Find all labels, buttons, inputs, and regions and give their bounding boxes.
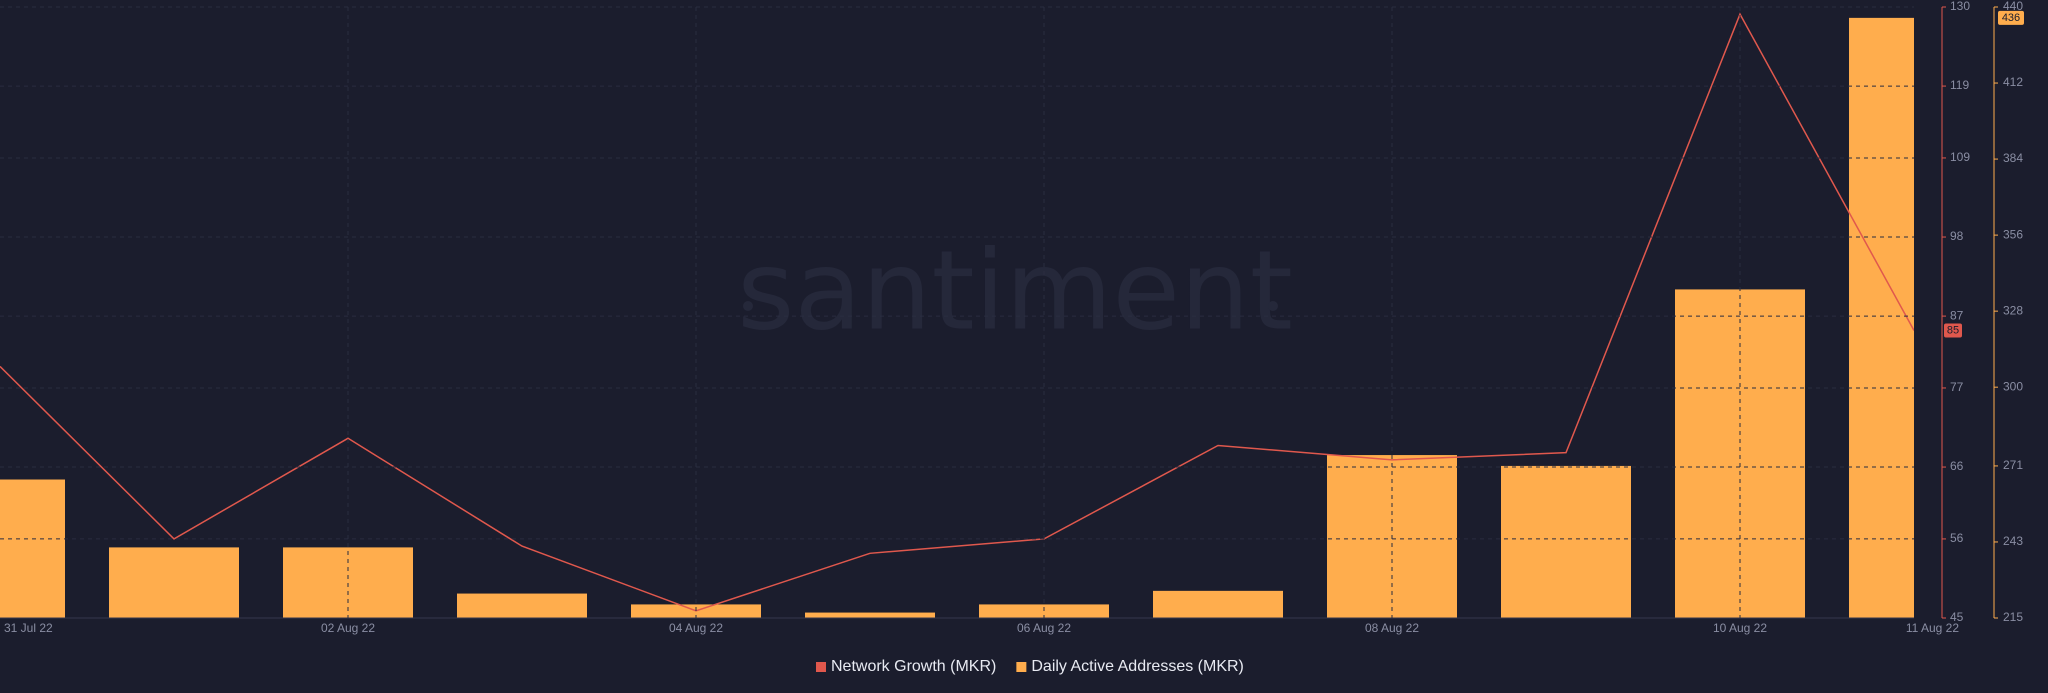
bar: [1153, 590, 1283, 618]
legend-label: Network Growth (MKR): [831, 658, 996, 675]
y-tick-label: 130: [1950, 0, 1970, 13]
y-tick-label: 56: [1950, 531, 1964, 545]
y2-tick-label: 215: [2003, 610, 2023, 624]
bar: [457, 593, 587, 618]
y-tick-label: 119: [1950, 78, 1969, 92]
y-tick-label: 45: [1950, 610, 1964, 624]
y2-tick-label: 243: [2003, 534, 2023, 548]
bar: [1849, 17, 1914, 618]
y2-tick-label: 440: [2003, 0, 2023, 13]
y2-tick-label: 356: [2003, 227, 2023, 241]
value-badge: [1998, 10, 2024, 25]
x-tick-label: 10 Aug 22: [1713, 621, 1767, 635]
legend-label: Daily Active Addresses (MKR): [1031, 658, 1244, 675]
plot: [0, 12, 1914, 618]
y2-tick-label: 300: [2003, 379, 2023, 393]
x-tick-label: 11 Aug 22: [1906, 621, 1959, 635]
watermark-dot: [743, 301, 753, 311]
y-tick-label: 109: [1950, 150, 1970, 164]
bar: [0, 479, 65, 618]
legend-swatch: [816, 662, 826, 672]
y2-tick-label: 412: [2003, 75, 2023, 89]
y-tick-label: 98: [1950, 229, 1964, 243]
y-tick-label: 77: [1950, 380, 1964, 394]
bar: [805, 612, 935, 618]
y2-tick-label: 271: [2003, 458, 2023, 472]
x-tick-label: 02 Aug 22: [321, 621, 375, 635]
value-badge: [1944, 323, 1962, 338]
value-badge-label: 85: [1947, 324, 1959, 336]
y2-tick-label: 384: [2003, 151, 2023, 165]
x-tick-label: 08 Aug 22: [1365, 621, 1419, 635]
bar: [979, 604, 1109, 618]
y2-tick-label: 328: [2003, 303, 2023, 317]
legend-swatch: [1016, 662, 1027, 672]
watermark: santiment: [737, 226, 1293, 354]
value-badge-label: 436: [2002, 12, 2020, 24]
y-tick-label: 66: [1950, 459, 1964, 473]
bar: [1501, 465, 1631, 618]
watermark-dot: [1268, 301, 1278, 311]
x-tick-label: 06 Aug 22: [1017, 621, 1071, 635]
line: [0, 12, 1914, 612]
x-tick-label: 04 Aug 22: [669, 621, 723, 635]
bar: [109, 547, 239, 618]
y-tick-label: 87: [1950, 308, 1964, 322]
x-tick-label: 31 Jul 22: [4, 621, 53, 635]
